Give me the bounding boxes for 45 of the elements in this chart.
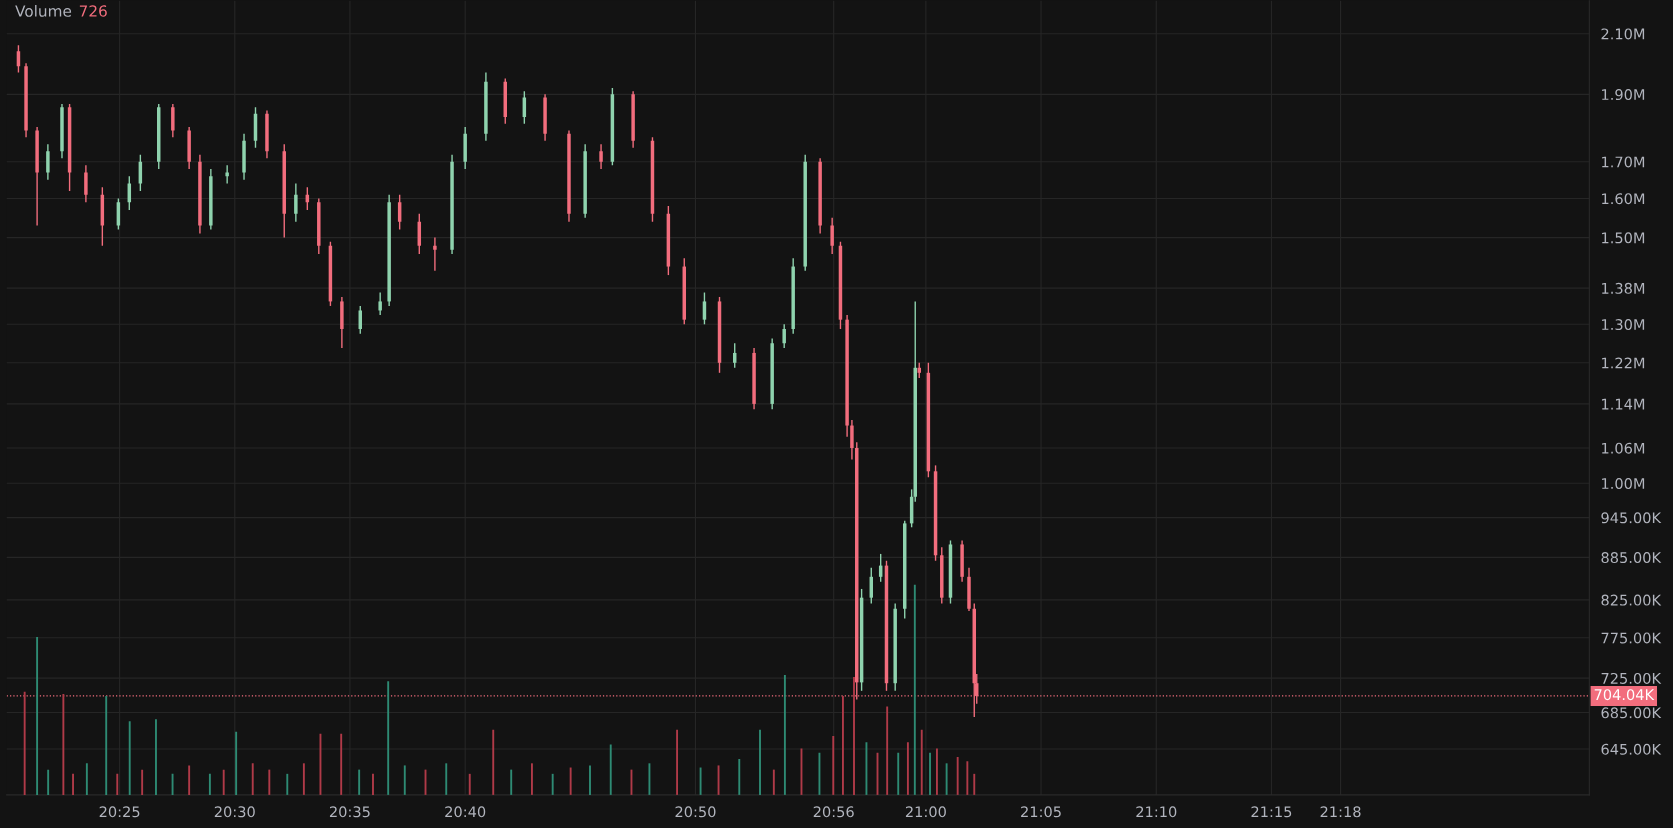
y-tick-label: 1.00M <box>1602 478 1645 490</box>
x-tick-label: 20:56 <box>813 806 854 818</box>
x-tick-label: 20:30 <box>214 806 255 818</box>
x-tick-label: 21:05 <box>1021 806 1061 818</box>
candlestick <box>378 291 382 316</box>
y-tick-label: 1.06M <box>1602 442 1645 454</box>
x-tick-label: 20:40 <box>445 806 486 818</box>
x-tick-label: 20:25 <box>99 806 140 818</box>
x-tick-label: 21:15 <box>1251 806 1292 818</box>
y-tick-label: 1.50M <box>1602 232 1645 244</box>
x-tick-label: 21:10 <box>1136 806 1177 818</box>
ref-line-label: 704.04K <box>1594 689 1655 701</box>
annotation: 726 <box>79 5 107 17</box>
y-tick-label: 1.60M <box>1602 193 1645 205</box>
candlestick <box>433 236 437 272</box>
candlestick <box>46 143 50 181</box>
y-tick-label: 1.14M <box>1602 398 1645 410</box>
candlestick <box>850 419 854 461</box>
candlestick <box>397 194 402 231</box>
candlestick <box>782 323 786 349</box>
y-tick-label: 1.90M <box>1602 89 1645 101</box>
x-tick-label: 20:35 <box>329 806 370 818</box>
candlestick <box>702 291 707 325</box>
x-tick-label: 21:00 <box>905 806 946 818</box>
y-tick-label: 725.00K <box>1601 672 1662 684</box>
y-tick-label: 1.70M <box>1602 156 1645 168</box>
y-tick-label: 685.00K <box>1601 707 1662 719</box>
candlestick <box>599 143 603 170</box>
y-tick-label: 945.00K <box>1601 512 1662 524</box>
y-tick-label: 775.00K <box>1601 632 1662 644</box>
y-tick-label: 2.10M <box>1601 28 1645 40</box>
y-tick-label: 1.30M <box>1602 319 1645 331</box>
chart-title: Volume <box>15 4 72 17</box>
candlestick <box>225 164 229 185</box>
x-tick-label: 20:50 <box>675 806 716 818</box>
candlestick <box>294 182 298 223</box>
candlestick <box>84 164 88 203</box>
y-tick-label: 825.00K <box>1601 594 1662 606</box>
y-tick-label: 1.38M <box>1602 282 1645 294</box>
y-tick-label: 1.22M <box>1602 357 1645 369</box>
x-tick-label: 21:18 <box>1320 806 1361 818</box>
y-tick-label: 645.00K <box>1601 743 1662 755</box>
y-tick-label: 885.00K <box>1601 552 1662 564</box>
candlestick <box>171 103 175 138</box>
candlestick <box>830 217 834 255</box>
